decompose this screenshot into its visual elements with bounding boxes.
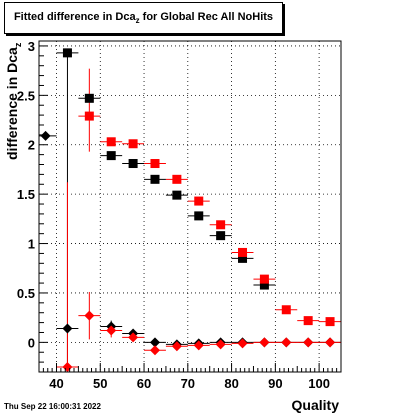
square-marker	[259, 280, 269, 290]
y-tick-label: 2.5	[17, 88, 35, 103]
chart-title: Fitted difference in Dcaz for Global Rec…	[13, 11, 274, 26]
square-marker	[194, 211, 204, 221]
diamond-marker	[325, 337, 336, 348]
x-tick-label: 60	[137, 376, 151, 391]
grid-lines	[39, 41, 341, 372]
square-marker	[281, 305, 291, 315]
x-tick-label: 40	[49, 376, 63, 391]
diamond-marker	[149, 337, 160, 348]
square-marker	[106, 137, 116, 147]
square-marker	[172, 174, 182, 184]
square-marker	[128, 159, 138, 169]
x-tick-label: 70	[181, 376, 195, 391]
plot-frame	[38, 40, 342, 373]
square-marker	[325, 317, 335, 327]
square-marker	[84, 111, 94, 121]
diamond-marker	[193, 340, 204, 351]
y-tick-label: 1.5	[17, 187, 35, 202]
diamond-marker	[303, 337, 314, 348]
square-marker	[84, 93, 94, 103]
diamond-marker	[84, 310, 95, 321]
y-tick-label: 1	[28, 237, 35, 252]
square-marker	[128, 139, 138, 149]
x-tick-label: 80	[224, 376, 238, 391]
diamond-marker	[215, 339, 226, 350]
x-tick-label: 100	[308, 376, 330, 391]
square-marker	[238, 253, 248, 263]
square-marker	[62, 48, 72, 58]
diamond-marker	[237, 338, 248, 349]
diamond-marker	[149, 345, 160, 356]
square-marker	[259, 274, 269, 284]
y-tick-label: 0.5	[17, 286, 35, 301]
square-marker	[216, 231, 226, 241]
data-markers	[40, 48, 336, 373]
square-marker	[150, 159, 160, 169]
square-marker	[172, 190, 182, 200]
diamond-marker	[281, 337, 292, 348]
square-marker	[303, 316, 313, 326]
square-marker	[194, 196, 204, 206]
square-marker	[150, 174, 160, 184]
y-tick-label: 2	[28, 138, 35, 153]
y-tick-label: 0	[28, 335, 35, 350]
diamond-marker	[171, 341, 182, 352]
diamond-marker	[106, 325, 117, 336]
y-tick-label: 3	[28, 39, 35, 54]
axes: 40 50 60 70 80 90 100 0 0.5 1 1.5 2 2.5 3	[17, 39, 342, 391]
diamond-marker	[62, 362, 73, 373]
x-axis-label: Quality	[291, 397, 339, 413]
diamond-marker	[259, 337, 270, 348]
square-marker	[216, 220, 226, 230]
error-bars	[39, 52, 341, 372]
x-tick-label: 90	[268, 376, 282, 391]
x-tick-label: 50	[93, 376, 107, 391]
square-marker	[238, 247, 248, 257]
title-box: Fitted difference in Dcaz for Global Rec…	[4, 2, 283, 34]
diamond-marker	[62, 323, 73, 334]
square-marker	[106, 151, 116, 161]
diamond-marker	[40, 130, 51, 141]
datestamp: Thu Sep 22 16:00:31 2022	[4, 402, 101, 411]
diamond-marker	[128, 332, 139, 343]
